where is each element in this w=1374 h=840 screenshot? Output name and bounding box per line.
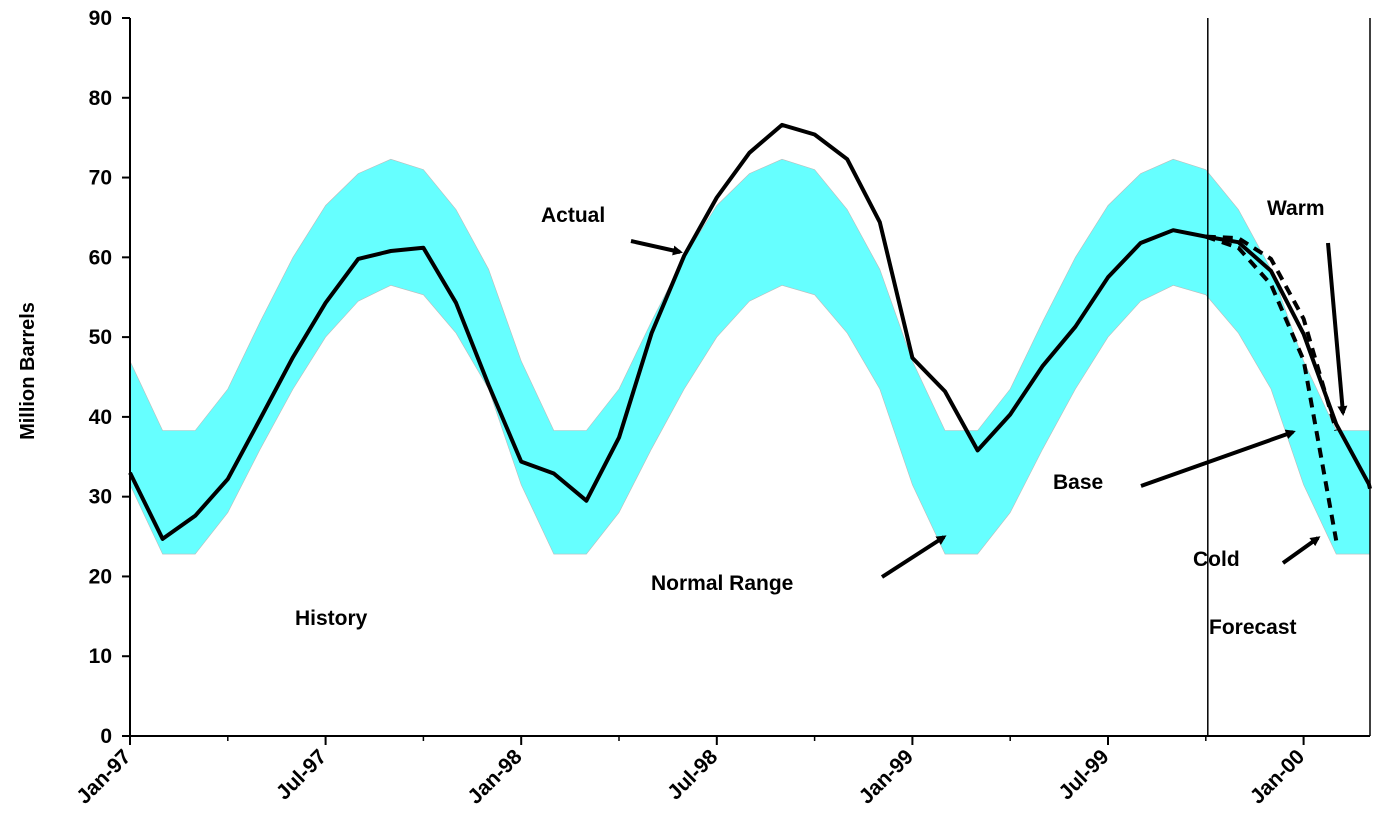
y-tick-label: 40 xyxy=(89,406,112,429)
x-tick-label: Jul-98 xyxy=(663,745,722,804)
x-tick-label: Jan-98 xyxy=(463,745,527,809)
arrow-actual xyxy=(630,239,683,256)
x-tick-label: Jul-97 xyxy=(272,745,331,804)
arrow-cold xyxy=(1281,536,1321,565)
series-line-actual xyxy=(128,122,1207,541)
x-tick-label: Jan-99 xyxy=(855,745,918,808)
series-line-warm xyxy=(1205,234,1339,432)
arrow-base xyxy=(1140,429,1296,488)
normal-range-band xyxy=(129,158,1371,555)
annotation-warm: Warm xyxy=(1267,197,1325,220)
y-tick-label: 20 xyxy=(89,565,112,588)
y-axis-title: Million Barrels xyxy=(17,302,39,440)
y-tick-label: 10 xyxy=(89,645,112,668)
annotation-actual: Actual xyxy=(541,204,605,227)
annotation-base: Base xyxy=(1053,471,1103,494)
x-tick-label: Jan-00 xyxy=(1246,745,1309,808)
series-line-base xyxy=(1205,234,1372,490)
annotation-history: History xyxy=(295,607,368,630)
y-tick-label: 60 xyxy=(89,246,112,269)
series-layer xyxy=(128,122,1372,541)
y-tick-label: 70 xyxy=(89,167,112,190)
annotation-cold: Cold xyxy=(1193,548,1240,571)
annotation-forecast: Forecast xyxy=(1209,616,1297,639)
arrow-normal-range xyxy=(880,535,947,579)
y-tick-label: 0 xyxy=(100,725,112,748)
annotation-normal-range: Normal Range xyxy=(651,572,793,595)
arrow-warm xyxy=(1326,242,1348,416)
y-tick-label: 50 xyxy=(89,326,112,349)
x-tick-label: Jan-97 xyxy=(72,745,135,808)
x-tick-label: Jul-99 xyxy=(1054,745,1113,804)
series-line-cold xyxy=(1205,234,1339,541)
y-tick-label: 90 xyxy=(89,7,112,30)
y-tick-label: 30 xyxy=(89,486,112,509)
normal-range-band-layer xyxy=(129,158,1371,555)
y-tick-label: 80 xyxy=(89,87,112,110)
